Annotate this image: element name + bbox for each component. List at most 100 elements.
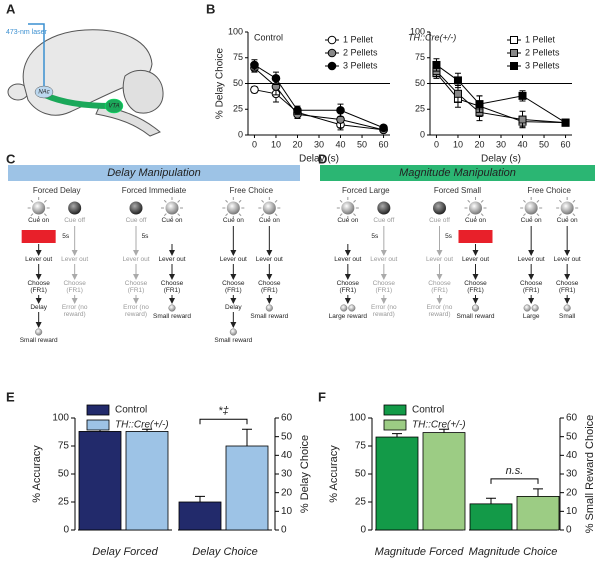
delay-label: 5s bbox=[371, 233, 379, 240]
panel-letter: C bbox=[6, 151, 16, 166]
step-label: Choose (FR1) bbox=[428, 280, 451, 295]
reward-label: Large bbox=[522, 313, 540, 320]
reward-pellet bbox=[523, 304, 531, 312]
x-tick-label: 60 bbox=[561, 139, 571, 149]
reward-pellet bbox=[340, 304, 348, 312]
cue-ray bbox=[467, 199, 471, 203]
legend-marker bbox=[327, 35, 337, 45]
reward-pellet bbox=[563, 304, 571, 312]
cue-ray bbox=[238, 213, 242, 217]
y-axis-label: % Accuracy bbox=[328, 445, 340, 503]
y2-tick-label: 60 bbox=[281, 413, 293, 424]
marker bbox=[475, 100, 484, 109]
cue-ray bbox=[225, 213, 229, 217]
error-bar bbox=[486, 497, 496, 504]
reward-label: Large reward bbox=[328, 313, 367, 320]
cue-label: Cue on bbox=[161, 217, 183, 224]
legend-marker bbox=[327, 61, 337, 71]
legend-swatch bbox=[383, 404, 407, 416]
cue-light bbox=[32, 201, 46, 215]
significance-bracket bbox=[490, 478, 539, 484]
delay-label: 5s bbox=[141, 233, 149, 240]
panel-letter: F bbox=[318, 389, 326, 404]
step-label: Lever out bbox=[517, 256, 545, 263]
vta-label: VTA bbox=[108, 104, 119, 110]
chart-title: Control bbox=[254, 32, 283, 42]
reward-label: Small bbox=[559, 313, 576, 320]
x-tick-label: 20 bbox=[292, 139, 302, 149]
cue-ray bbox=[536, 213, 540, 217]
y2-tick-label: 0 bbox=[566, 525, 572, 536]
y-axis-label: % Delay Choice bbox=[215, 47, 226, 119]
marker bbox=[453, 89, 462, 98]
y-tick-label: 75 bbox=[58, 441, 70, 452]
legend-swatch bbox=[86, 404, 110, 416]
y-tick-label: 25 bbox=[355, 497, 367, 508]
cue-ray bbox=[339, 213, 343, 217]
cue-label: Cue on bbox=[520, 217, 542, 224]
cue-ray bbox=[238, 199, 242, 203]
cue-label: Cue off bbox=[64, 217, 86, 224]
marker bbox=[518, 91, 527, 100]
y-tick-label: 75 bbox=[355, 441, 367, 452]
step-label: Choose (FR1) bbox=[63, 280, 86, 295]
step-label: Delay bbox=[225, 304, 242, 311]
y2-axis-label: % Delay Choice bbox=[299, 435, 311, 513]
step-label: Error (no reward) bbox=[61, 304, 88, 319]
cue-label: Cue on bbox=[465, 217, 486, 224]
x-tick-label: 40 bbox=[518, 139, 528, 149]
x-axis-label: Delay (s) bbox=[481, 154, 521, 165]
x-tick-label: 40 bbox=[336, 139, 346, 149]
y-tick-label: 50 bbox=[415, 78, 425, 88]
marker bbox=[336, 105, 345, 115]
x-tick-label: Delay Choice bbox=[192, 546, 257, 558]
step-label: Choose (FR1) bbox=[222, 280, 245, 295]
panel-letter: E bbox=[6, 389, 15, 404]
bar bbox=[178, 501, 222, 531]
marker bbox=[453, 76, 462, 85]
y-tick-label: 50 bbox=[58, 469, 70, 480]
step-label: Choose (FR1) bbox=[464, 280, 487, 295]
y-tick-label: 100 bbox=[52, 413, 69, 424]
cue-light bbox=[560, 201, 574, 215]
marker bbox=[250, 60, 259, 70]
y2-tick-label: 0 bbox=[281, 525, 287, 536]
x-axis-label: Delay (s) bbox=[299, 154, 339, 165]
legend-label: Control bbox=[412, 405, 444, 416]
cue-light bbox=[377, 201, 391, 215]
step-label: Choose (FR1) bbox=[555, 280, 579, 295]
panel-letter: B bbox=[206, 1, 215, 16]
reward-pellet bbox=[229, 328, 237, 336]
step-label: Lever out bbox=[334, 256, 362, 263]
cue-ray bbox=[163, 213, 167, 217]
cue-light bbox=[129, 201, 143, 215]
brain-diagram: 473-nm laser NAc VTA bbox=[6, 23, 164, 137]
error-bar bbox=[439, 428, 449, 433]
cue-label: Cue on bbox=[28, 217, 50, 224]
reward-pellet bbox=[168, 304, 176, 312]
diagram-title: Magnitude Manipulation bbox=[320, 165, 595, 181]
marker bbox=[518, 115, 527, 124]
bar bbox=[375, 436, 419, 531]
legend-marker bbox=[327, 48, 337, 58]
cue-ray bbox=[261, 199, 265, 203]
cue-ray bbox=[274, 199, 278, 203]
group-label: Forced Small bbox=[433, 186, 482, 195]
cue-ray bbox=[467, 213, 471, 217]
legend-label: 3 Pellets bbox=[525, 60, 560, 70]
delay-label: 5s bbox=[445, 233, 452, 240]
x-tick-label: 20 bbox=[474, 139, 484, 149]
cue-ray bbox=[163, 199, 167, 203]
legend-label: 2 Pellets bbox=[343, 47, 378, 57]
annotation: *‡ bbox=[218, 405, 228, 417]
y-tick-label: 25 bbox=[58, 497, 70, 508]
step-label: Lever out bbox=[370, 256, 398, 263]
marker bbox=[432, 60, 441, 69]
reward-pellet bbox=[35, 328, 43, 336]
cue-ray bbox=[339, 199, 343, 203]
group-label: Free Choice bbox=[527, 186, 571, 195]
cue-ray bbox=[480, 213, 484, 217]
step-label: Choose (FR1) bbox=[258, 280, 281, 295]
delay-box bbox=[458, 230, 493, 243]
